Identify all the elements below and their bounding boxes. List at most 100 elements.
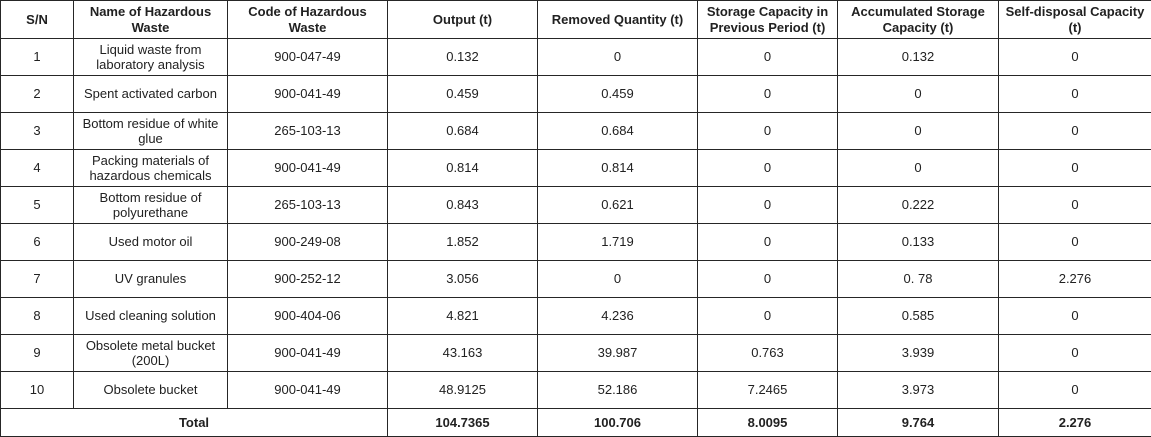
table-row: 3 Bottom residue of white glue 265-103-1… (1, 113, 1151, 150)
self-disposal-cell: 0 (999, 39, 1151, 76)
column-header-output: Output (t) (388, 1, 538, 39)
table-row: 1 Liquid waste from laboratory analysis … (1, 39, 1151, 76)
table-row: 9 Obsolete metal bucket (200L) 900-041-4… (1, 335, 1151, 372)
waste-code-cell: 900-047-49 (228, 39, 388, 76)
waste-name-cell: Spent activated carbon (74, 76, 228, 113)
accumulated-storage-cell: 3.939 (838, 335, 999, 372)
waste-code-cell: 900-041-49 (228, 372, 388, 409)
header-row: S/N Name of Hazardous Waste Code of Haza… (1, 1, 1151, 39)
accumulated-storage-cell: 0.132 (838, 39, 999, 76)
total-label-cell: Total (1, 409, 388, 437)
sn-cell: 8 (1, 298, 74, 335)
self-disposal-cell: 2.276 (999, 261, 1151, 298)
removed-quantity-cell: 39.987 (538, 335, 698, 372)
self-disposal-cell: 0 (999, 298, 1151, 335)
waste-name-cell: Used motor oil (74, 224, 228, 261)
sn-cell: 5 (1, 187, 74, 224)
output-cell: 48.9125 (388, 372, 538, 409)
column-header-waste-name: Name of Hazardous Waste (74, 1, 228, 39)
sn-cell: 7 (1, 261, 74, 298)
storage-previous-cell: 0 (698, 150, 838, 187)
table-row: 6 Used motor oil 900-249-08 1.852 1.719 … (1, 224, 1151, 261)
total-removed-quantity-cell: 100.706 (538, 409, 698, 437)
removed-quantity-cell: 0.814 (538, 150, 698, 187)
waste-name-cell: Obsolete bucket (74, 372, 228, 409)
sn-cell: 6 (1, 224, 74, 261)
storage-previous-cell: 0 (698, 113, 838, 150)
storage-previous-cell: 0.763 (698, 335, 838, 372)
accumulated-storage-cell: 0. 78 (838, 261, 999, 298)
accumulated-storage-cell: 0 (838, 113, 999, 150)
table-row: 4 Packing materials of hazardous chemica… (1, 150, 1151, 187)
storage-previous-cell: 0 (698, 224, 838, 261)
self-disposal-cell: 0 (999, 113, 1151, 150)
removed-quantity-cell: 0 (538, 39, 698, 76)
table-row: 7 UV granules 900-252-12 3.056 0 0 0. 78… (1, 261, 1151, 298)
waste-name-cell: Obsolete metal bucket (200L) (74, 335, 228, 372)
table-row: 10 Obsolete bucket 900-041-49 48.9125 52… (1, 372, 1151, 409)
total-storage-previous-cell: 8.0095 (698, 409, 838, 437)
total-accumulated-storage-cell: 9.764 (838, 409, 999, 437)
self-disposal-cell: 0 (999, 187, 1151, 224)
waste-code-cell: 900-041-49 (228, 335, 388, 372)
storage-previous-cell: 0 (698, 298, 838, 335)
accumulated-storage-cell: 0.133 (838, 224, 999, 261)
accumulated-storage-cell: 0.222 (838, 187, 999, 224)
column-header-storage-previous: Storage Capacity in Previous Period (t) (698, 1, 838, 39)
waste-name-cell: Bottom residue of white glue (74, 113, 228, 150)
removed-quantity-cell: 52.186 (538, 372, 698, 409)
output-cell: 0.814 (388, 150, 538, 187)
column-header-waste-code: Code of Hazardous Waste (228, 1, 388, 39)
output-cell: 43.163 (388, 335, 538, 372)
output-cell: 4.821 (388, 298, 538, 335)
output-cell: 0.459 (388, 76, 538, 113)
waste-name-cell: Bottom residue of polyurethane (74, 187, 228, 224)
column-header-sn: S/N (1, 1, 74, 39)
waste-code-cell: 900-249-08 (228, 224, 388, 261)
self-disposal-cell: 0 (999, 76, 1151, 113)
sn-cell: 2 (1, 76, 74, 113)
output-cell: 1.852 (388, 224, 538, 261)
removed-quantity-cell: 0.459 (538, 76, 698, 113)
accumulated-storage-cell: 0.585 (838, 298, 999, 335)
table-row: 5 Bottom residue of polyurethane 265-103… (1, 187, 1151, 224)
sn-cell: 4 (1, 150, 74, 187)
sn-cell: 3 (1, 113, 74, 150)
waste-code-cell: 900-252-12 (228, 261, 388, 298)
column-header-self-disposal: Self-disposal Capacity (t) (999, 1, 1151, 39)
sn-cell: 1 (1, 39, 74, 76)
waste-name-cell: Liquid waste from laboratory analysis (74, 39, 228, 76)
accumulated-storage-cell: 3.973 (838, 372, 999, 409)
column-header-removed-quantity: Removed Quantity (t) (538, 1, 698, 39)
self-disposal-cell: 0 (999, 372, 1151, 409)
waste-code-cell: 900-404-06 (228, 298, 388, 335)
waste-name-cell: Packing materials of hazardous chemicals (74, 150, 228, 187)
self-disposal-cell: 0 (999, 335, 1151, 372)
waste-code-cell: 265-103-13 (228, 187, 388, 224)
accumulated-storage-cell: 0 (838, 76, 999, 113)
total-row: Total 104.7365 100.706 8.0095 9.764 2.27… (1, 409, 1151, 437)
waste-code-cell: 900-041-49 (228, 150, 388, 187)
waste-name-cell: Used cleaning solution (74, 298, 228, 335)
removed-quantity-cell: 4.236 (538, 298, 698, 335)
sn-cell: 9 (1, 335, 74, 372)
table-row: 2 Spent activated carbon 900-041-49 0.45… (1, 76, 1151, 113)
storage-previous-cell: 0 (698, 187, 838, 224)
waste-code-cell: 900-041-49 (228, 76, 388, 113)
storage-previous-cell: 0 (698, 39, 838, 76)
output-cell: 0.684 (388, 113, 538, 150)
self-disposal-cell: 0 (999, 224, 1151, 261)
table-row: 8 Used cleaning solution 900-404-06 4.82… (1, 298, 1151, 335)
total-output-cell: 104.7365 (388, 409, 538, 437)
removed-quantity-cell: 1.719 (538, 224, 698, 261)
self-disposal-cell: 0 (999, 150, 1151, 187)
storage-previous-cell: 0 (698, 261, 838, 298)
storage-previous-cell: 0 (698, 76, 838, 113)
removed-quantity-cell: 0.621 (538, 187, 698, 224)
column-header-accumulated-storage: Accumulated Storage Capacity (t) (838, 1, 999, 39)
accumulated-storage-cell: 0 (838, 150, 999, 187)
output-cell: 0.132 (388, 39, 538, 76)
storage-previous-cell: 7.2465 (698, 372, 838, 409)
output-cell: 3.056 (388, 261, 538, 298)
